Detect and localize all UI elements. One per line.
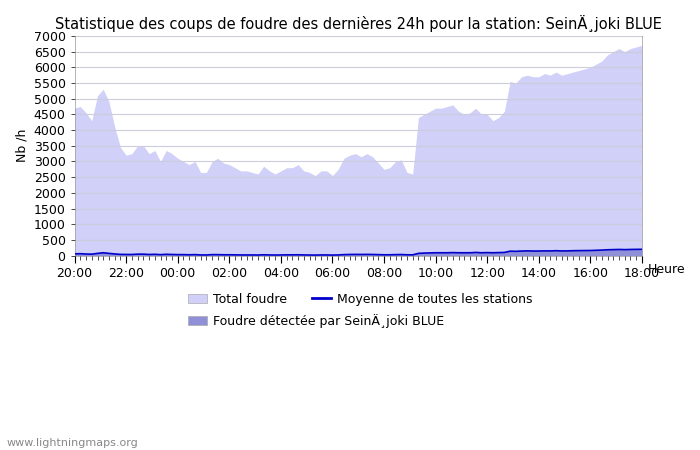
Text: Heure: Heure bbox=[648, 263, 685, 276]
Text: www.lightningmaps.org: www.lightningmaps.org bbox=[7, 438, 139, 448]
Y-axis label: Nb /h: Nb /h bbox=[15, 129, 28, 162]
Legend: Foudre détectée par SeinÄ¸joki BLUE: Foudre détectée par SeinÄ¸joki BLUE bbox=[183, 309, 449, 333]
Title: Statistique des coups de foudre des dernières 24h pour la station: SeinÄ¸joki BL: Statistique des coups de foudre des dern… bbox=[55, 15, 662, 32]
